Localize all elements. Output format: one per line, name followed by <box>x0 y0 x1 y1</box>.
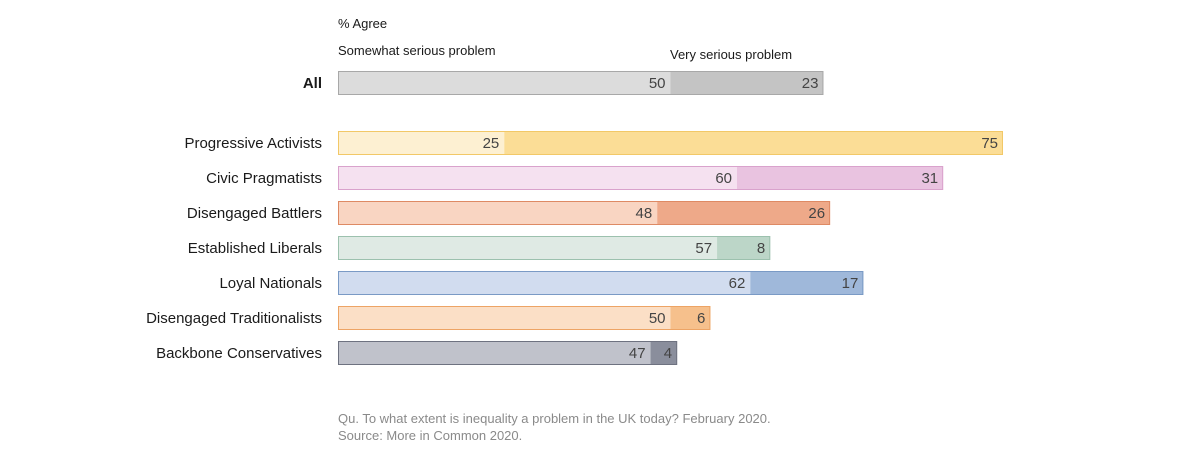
value-label-somewhat-backbone-conservatives: 47 <box>629 345 646 362</box>
bar-outline-progressive-activists <box>338 131 1003 155</box>
bar-very-backbone-conservatives <box>650 341 678 365</box>
legend-somewhat-serious: Somewhat serious problem <box>338 43 496 58</box>
legend-very-serious: Very serious problem <box>670 47 793 62</box>
value-label-somewhat-disengaged-battlers: 48 <box>636 205 653 222</box>
value-label-very-backbone-conservatives: 4 <box>664 345 672 362</box>
bar-very-disengaged-traditionalists <box>670 306 711 330</box>
category-label-progressive-activists: Progressive Activists <box>184 135 322 152</box>
value-label-somewhat-disengaged-traditionalists: 50 <box>649 310 666 327</box>
bar-outline-backbone-conservatives <box>338 341 678 365</box>
value-label-very-all: 23 <box>802 75 819 92</box>
bar-outline-disengaged-traditionalists <box>338 306 711 330</box>
bar-very-disengaged-battlers <box>657 201 831 225</box>
measure-label: % Agree <box>338 16 388 31</box>
bar-very-established-liberals <box>717 236 771 260</box>
footnote-source: Source: More in Common 2020. <box>338 428 523 443</box>
value-label-very-civic-pragmatists: 31 <box>921 170 938 187</box>
value-label-very-loyal-nationals: 17 <box>842 275 859 292</box>
category-label-loyal-nationals: Loyal Nationals <box>219 275 322 292</box>
bar-somewhat-loyal-nationals <box>338 271 751 295</box>
value-label-very-established-liberals: 8 <box>757 240 765 257</box>
value-label-somewhat-all: 50 <box>649 75 666 92</box>
value-label-somewhat-civic-pragmatists: 60 <box>715 170 732 187</box>
bar-outline-disengaged-battlers <box>338 201 831 225</box>
bar-somewhat-civic-pragmatists <box>338 166 737 190</box>
bar-somewhat-disengaged-traditionalists <box>338 306 671 330</box>
bar-somewhat-all <box>338 71 671 95</box>
bar-somewhat-progressive-activists <box>338 131 505 155</box>
bar-outline-loyal-nationals <box>338 271 864 295</box>
footnote-question: Qu. To what extent is inequality a probl… <box>338 411 771 426</box>
bar-somewhat-disengaged-battlers <box>338 201 658 225</box>
category-label-established-liberals: Established Liberals <box>188 240 322 257</box>
bar-somewhat-backbone-conservatives <box>338 341 651 365</box>
value-label-somewhat-established-liberals: 57 <box>695 240 712 257</box>
category-label-civic-pragmatists: Civic Pragmatists <box>206 170 322 187</box>
bar-very-progressive-activists <box>504 131 1003 155</box>
bar-very-loyal-nationals <box>750 271 864 295</box>
bar-outline-all <box>338 71 824 95</box>
bar-very-civic-pragmatists <box>737 166 944 190</box>
category-label-disengaged-traditionalists: Disengaged Traditionalists <box>146 310 322 327</box>
bar-very-all <box>670 71 824 95</box>
value-label-somewhat-loyal-nationals: 62 <box>729 275 746 292</box>
value-label-somewhat-progressive-activists: 25 <box>483 135 500 152</box>
category-label-all: All <box>303 75 322 92</box>
bar-somewhat-established-liberals <box>338 236 718 260</box>
bar-outline-established-liberals <box>338 236 771 260</box>
bar-outline-civic-pragmatists <box>338 166 944 190</box>
category-label-disengaged-battlers: Disengaged Battlers <box>187 205 322 222</box>
category-label-backbone-conservatives: Backbone Conservatives <box>156 345 322 362</box>
value-label-very-disengaged-battlers: 26 <box>808 205 825 222</box>
value-label-very-progressive-activists: 75 <box>981 135 998 152</box>
value-label-very-disengaged-traditionalists: 6 <box>697 310 705 327</box>
